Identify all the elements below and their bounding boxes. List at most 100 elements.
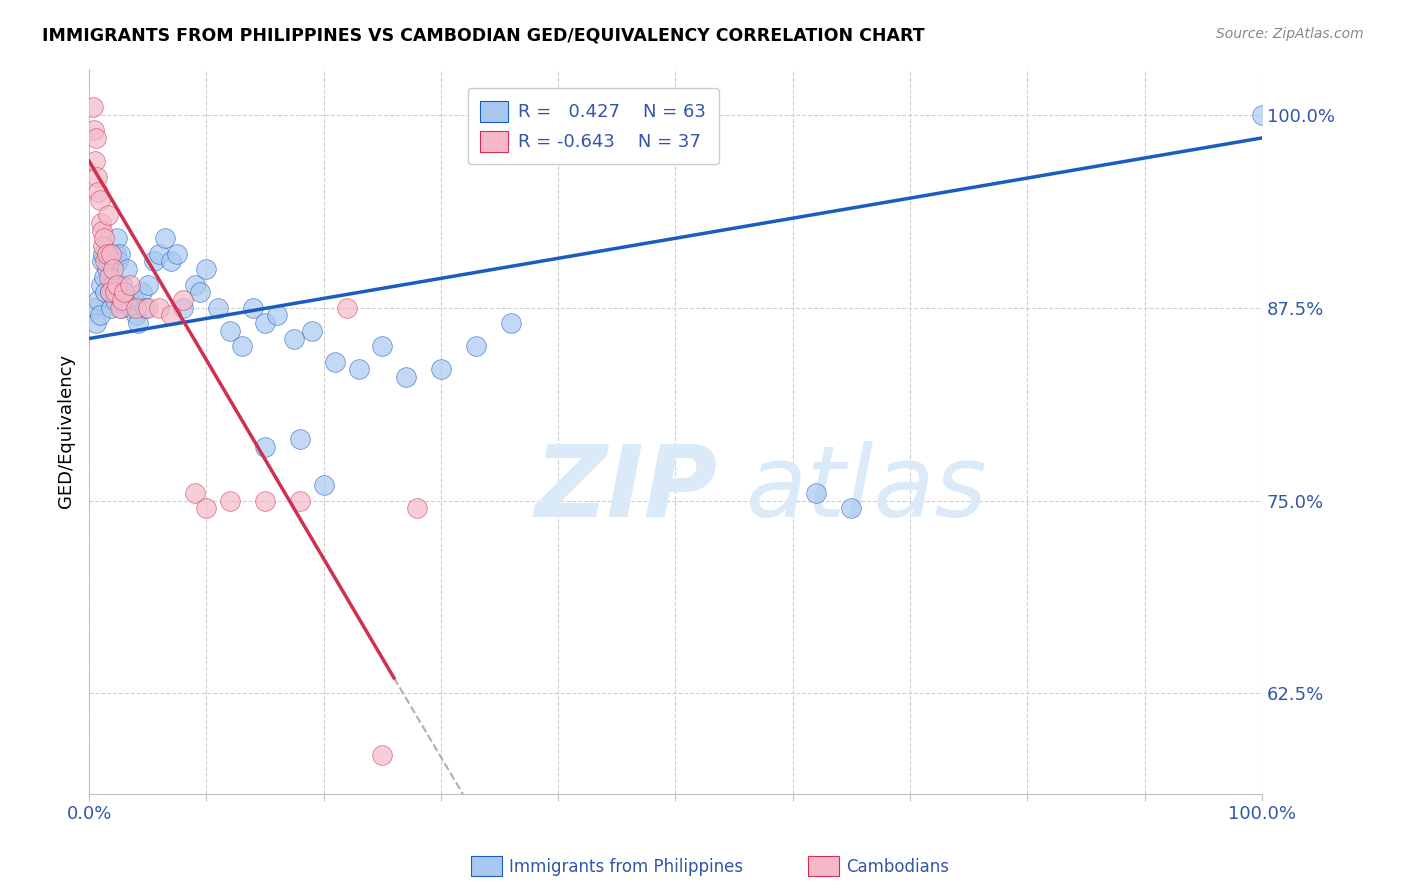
Point	[97, 246, 120, 260]
Point	[108, 246, 131, 260]
Point	[96, 262, 118, 277]
Point	[111, 277, 134, 292]
Point	[101, 277, 124, 292]
Text: Source: ZipAtlas.com: Source: ZipAtlas.com	[1216, 27, 1364, 41]
Point	[87, 185, 110, 199]
Point	[1251, 108, 1274, 122]
Point	[301, 324, 323, 338]
Point	[104, 293, 127, 307]
Point	[89, 193, 111, 207]
Point	[501, 316, 523, 330]
Point	[84, 154, 107, 169]
Point	[312, 478, 335, 492]
Point	[142, 254, 165, 268]
Point	[104, 285, 127, 300]
Point	[94, 285, 117, 300]
Point	[136, 277, 159, 292]
Point	[266, 309, 288, 323]
Point	[253, 493, 276, 508]
Point	[84, 131, 107, 145]
Point	[253, 440, 276, 454]
Point	[371, 748, 394, 763]
Point	[91, 246, 114, 260]
Point	[98, 285, 121, 300]
Point	[430, 362, 453, 376]
Text: atlas: atlas	[745, 441, 987, 538]
Point	[91, 254, 114, 268]
Point	[105, 231, 128, 245]
Point	[172, 301, 194, 315]
Point	[82, 100, 104, 114]
Point	[86, 169, 108, 184]
Point	[94, 254, 117, 268]
Point	[166, 246, 188, 260]
Point	[118, 293, 141, 307]
Legend: R =   0.427    N = 63, R = -0.643    N = 37: R = 0.427 N = 63, R = -0.643 N = 37	[468, 88, 718, 164]
Point	[806, 485, 828, 500]
Point	[465, 339, 488, 353]
Point	[100, 301, 122, 315]
Point	[89, 309, 111, 323]
Point	[91, 239, 114, 253]
Point	[231, 339, 253, 353]
Text: Immigrants from Philippines: Immigrants from Philippines	[509, 858, 744, 876]
Point	[183, 485, 205, 500]
Point	[288, 493, 311, 508]
Point	[107, 254, 129, 268]
Point	[98, 269, 121, 284]
Point	[155, 231, 177, 245]
Point	[98, 285, 121, 300]
Point	[148, 301, 170, 315]
Point	[112, 285, 135, 300]
Point	[105, 277, 128, 292]
Text: ZIP: ZIP	[534, 441, 717, 538]
Point	[218, 493, 240, 508]
Point	[395, 370, 418, 384]
Point	[841, 501, 863, 516]
Point	[134, 301, 156, 315]
Point	[336, 301, 359, 315]
Point	[93, 231, 115, 245]
Point	[190, 285, 212, 300]
Point	[183, 277, 205, 292]
Text: Cambodians: Cambodians	[846, 858, 949, 876]
Point	[91, 223, 114, 237]
Point	[98, 254, 121, 268]
Point	[108, 301, 131, 315]
Point	[100, 246, 122, 260]
Point	[120, 277, 142, 292]
Point	[87, 293, 110, 307]
Point	[371, 339, 394, 353]
Point	[115, 262, 138, 277]
Point	[242, 301, 264, 315]
Point	[90, 216, 112, 230]
Point	[131, 285, 153, 300]
Point	[96, 246, 118, 260]
Point	[207, 301, 229, 315]
Point	[125, 301, 148, 315]
Point	[148, 246, 170, 260]
Point	[195, 262, 218, 277]
Point	[112, 285, 135, 300]
Text: IMMIGRANTS FROM PHILIPPINES VS CAMBODIAN GED/EQUIVALENCY CORRELATION CHART: IMMIGRANTS FROM PHILIPPINES VS CAMBODIAN…	[42, 27, 925, 45]
Point	[125, 309, 148, 323]
Point	[160, 309, 183, 323]
Point	[120, 301, 142, 315]
Y-axis label: GED/Equivalency: GED/Equivalency	[58, 354, 75, 508]
Point	[288, 432, 311, 446]
Point	[406, 501, 429, 516]
Point	[93, 269, 115, 284]
Point	[218, 324, 240, 338]
Point	[97, 208, 120, 222]
Point	[136, 301, 159, 315]
Point	[103, 254, 125, 268]
Point	[90, 277, 112, 292]
Point	[347, 362, 370, 376]
Point	[127, 316, 149, 330]
Point	[101, 262, 124, 277]
Point	[122, 293, 145, 307]
Point	[160, 254, 183, 268]
Point	[110, 301, 132, 315]
Point	[111, 293, 134, 307]
Point	[172, 293, 194, 307]
